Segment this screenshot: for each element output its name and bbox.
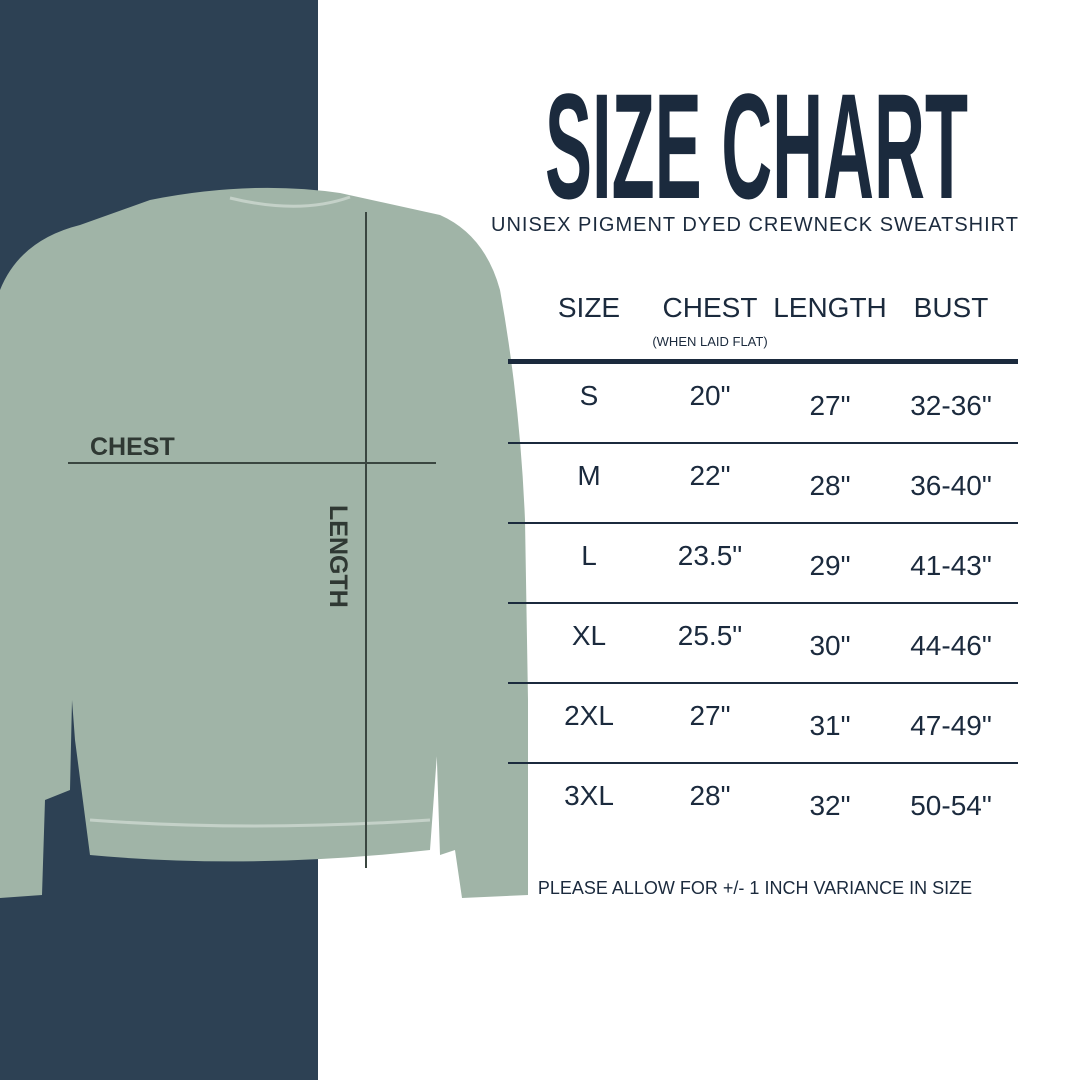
- header-divider: [508, 359, 1018, 364]
- cell-length: 32": [809, 790, 851, 821]
- cell-bust: 36-40": [910, 470, 992, 501]
- cell-size: 3XL: [564, 780, 614, 811]
- header-size: SIZE: [557, 292, 621, 323]
- cell-length: 29": [809, 550, 851, 581]
- header-length: LENGTH: [773, 292, 887, 323]
- subtitle: UNISEX PIGMENT DYED CREWNECK SWEATSHIRT: [491, 214, 1019, 236]
- header-chest: CHEST: [662, 292, 758, 323]
- page-title-wrap: SIZE CHART: [545, 70, 968, 210]
- cell-bust: 44-46": [910, 630, 992, 661]
- cell-chest: 27": [689, 700, 731, 731]
- row-divider: [508, 682, 1018, 684]
- row-divider: [508, 442, 1018, 444]
- sweatshirt-diagram: CHEST LENGTH: [0, 187, 528, 898]
- cell-bust: 32-36": [910, 390, 992, 421]
- row-divider: [508, 522, 1018, 524]
- cell-length: 30": [809, 630, 851, 661]
- cell-chest: 22": [689, 460, 731, 491]
- cell-bust: 47-49": [910, 710, 992, 741]
- page-title: SIZE CHART: [545, 70, 968, 210]
- length-label: LENGTH: [324, 505, 352, 608]
- cell-chest: 28": [689, 780, 731, 811]
- row-divider: [508, 762, 1018, 764]
- cell-chest: 20": [689, 380, 731, 411]
- row-divider: [508, 602, 1018, 604]
- cell-bust: 50-54": [910, 790, 992, 821]
- cell-size: 2XL: [564, 700, 614, 731]
- cell-size: XL: [571, 620, 607, 651]
- cell-size: M: [577, 460, 601, 491]
- cell-length: 31": [809, 710, 851, 741]
- cell-size: S: [579, 380, 599, 411]
- cell-chest: 23.5": [677, 540, 743, 571]
- sweatshirt-shape: [0, 187, 528, 898]
- variance-note: PLEASE ALLOW FOR +/- 1 INCH VARIANCE IN …: [537, 878, 973, 898]
- chest-label: CHEST: [90, 433, 175, 461]
- cell-length: 28": [809, 470, 851, 501]
- cell-length: 27": [809, 390, 851, 421]
- chest-note: (WHEN LAID FLAT): [652, 334, 768, 349]
- header-bust: BUST: [913, 292, 989, 323]
- cell-bust: 41-43": [910, 550, 992, 581]
- cell-size: L: [581, 540, 597, 571]
- cell-chest: 25.5": [677, 620, 743, 651]
